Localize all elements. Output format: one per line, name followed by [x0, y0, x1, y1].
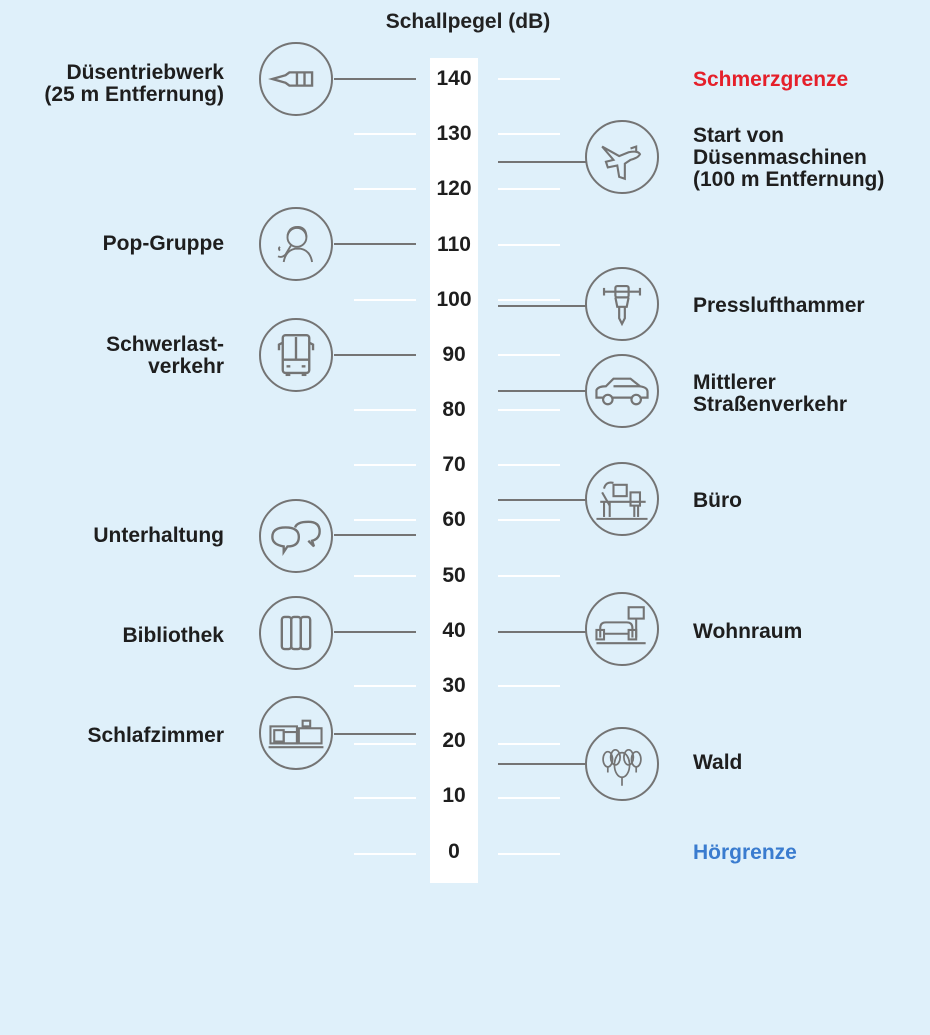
forest-icon [585, 727, 659, 801]
tick-mark [354, 409, 416, 411]
tick-label: 0 [448, 840, 460, 863]
label-jackhammer: Presslufthammer [693, 294, 865, 317]
connector-line [498, 631, 586, 633]
label-conversation: Unterhaltung [93, 524, 224, 547]
office-icon [585, 462, 659, 536]
label-pop-group: Pop-Gruppe [102, 232, 224, 255]
hearing-threshold-label: Hörgrenze [693, 841, 797, 864]
label-living-room: Wohnraum [693, 620, 803, 643]
tick-mark [498, 519, 560, 521]
tick-mark [498, 78, 560, 80]
connector-line [498, 499, 586, 501]
tick-mark [354, 464, 416, 466]
airplane-icon [585, 120, 659, 194]
books-icon [259, 596, 333, 670]
connector-line [334, 243, 416, 245]
label-jet-engine: Düsentriebwerk (25 m Entfernung) [44, 61, 224, 106]
tick-mark [354, 188, 416, 190]
tick-mark [354, 575, 416, 577]
connector-line [334, 534, 416, 536]
label-library: Bibliothek [122, 624, 224, 647]
connector-line [334, 631, 416, 633]
car-icon [585, 354, 659, 428]
tick-mark [354, 743, 416, 745]
tick-mark [354, 853, 416, 855]
label-jet-takeoff: Start von Düsenmaschinen (100 m Entfernu… [693, 124, 885, 191]
tick-label: 10 [442, 784, 466, 807]
tick-mark [498, 133, 560, 135]
tick-label: 110 [437, 233, 471, 256]
tick-mark [354, 685, 416, 687]
tick-label: 100 [436, 288, 472, 311]
label-forest: Wald [693, 751, 743, 774]
connector-line [498, 305, 586, 307]
connector-line [334, 733, 416, 735]
connector-line [334, 78, 416, 80]
singer-icon [259, 207, 333, 281]
bus-icon [259, 318, 333, 392]
tick-label: 130 [436, 122, 472, 145]
tick-mark [354, 797, 416, 799]
tick-mark [498, 853, 560, 855]
scale-bar [430, 58, 478, 883]
label-road-traffic: Mittlerer Straßenverkehr [693, 371, 848, 416]
tick-mark [498, 797, 560, 799]
tick-mark [354, 519, 416, 521]
tick-label: 50 [442, 564, 466, 587]
connector-line [334, 354, 416, 356]
tick-label: 80 [442, 398, 466, 421]
tick-mark [498, 685, 560, 687]
tick-mark [498, 575, 560, 577]
connector-line [498, 161, 586, 163]
label-bedroom: Schlafzimmer [87, 724, 224, 747]
tick-label: 120 [436, 177, 472, 200]
living-room-icon [585, 592, 659, 666]
jackhammer-icon [585, 267, 659, 341]
tick-mark [498, 244, 560, 246]
tick-label: 60 [442, 508, 466, 531]
chart-title: Schallpegel (dB) [385, 10, 551, 33]
connector-line [498, 763, 586, 765]
tick-mark [354, 299, 416, 301]
pain-threshold-label: Schmerzgrenze [693, 68, 849, 91]
bedroom-icon [259, 696, 333, 770]
tick-mark [354, 133, 416, 135]
tick-mark [498, 409, 560, 411]
label-office: Büro [693, 489, 742, 512]
tick-label: 30 [442, 674, 466, 697]
tick-mark [498, 299, 560, 301]
tick-label: 20 [442, 729, 466, 752]
tick-label: 90 [442, 343, 466, 366]
speech-bubbles-icon [259, 499, 333, 573]
tick-label: 140 [436, 67, 472, 90]
connector-line [498, 390, 586, 392]
tick-label: 40 [442, 619, 466, 642]
tick-mark [498, 743, 560, 745]
tick-label: 70 [442, 453, 466, 476]
tick-mark [498, 464, 560, 466]
jet-engine-icon [259, 42, 333, 116]
tick-mark [498, 188, 560, 190]
label-heavy-traffic: Schwerlast- verkehr [106, 333, 224, 378]
tick-mark [498, 354, 560, 356]
